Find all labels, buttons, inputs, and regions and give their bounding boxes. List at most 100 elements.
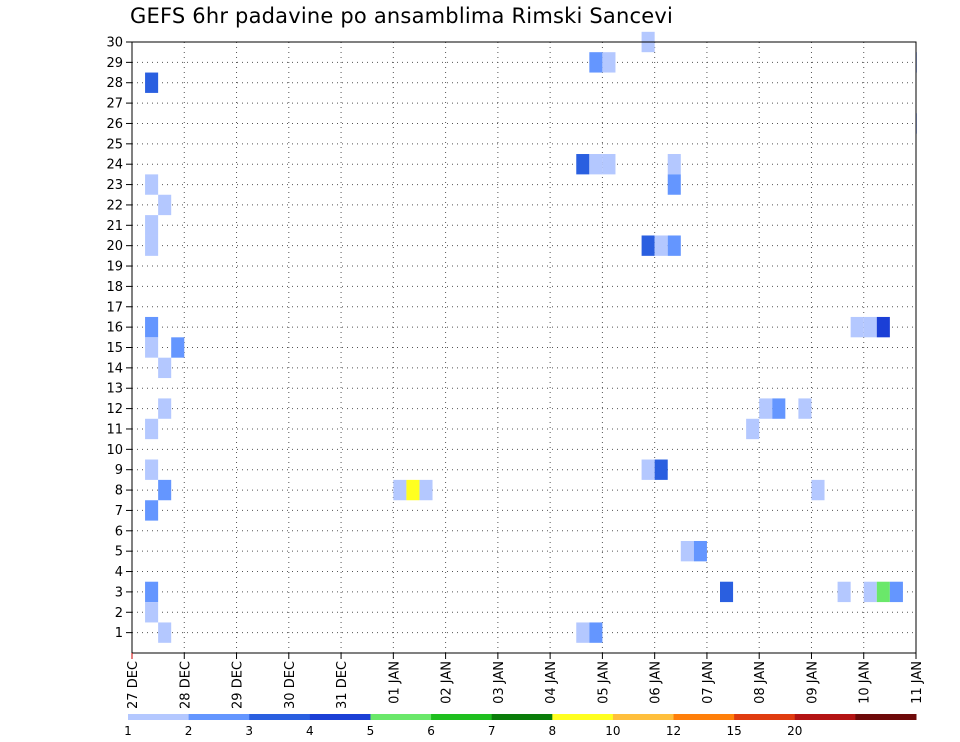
heatmap-cell <box>589 622 603 643</box>
colorbar-label: 2 <box>185 724 193 738</box>
x-tick-label: 03 JAN <box>492 661 507 704</box>
x-tick-label: 02 JAN <box>440 661 455 704</box>
y-tick-label: 19 <box>106 260 123 275</box>
y-tick-label: 22 <box>106 198 123 213</box>
x-tick-label: 09 JAN <box>805 661 820 704</box>
heatmap-cell <box>720 581 734 603</box>
colorbar-swatch <box>491 714 553 720</box>
colorbar-label: 3 <box>245 724 253 738</box>
y-tick-label: 8 <box>115 484 123 499</box>
x-tick-label: 10 JAN <box>858 661 873 704</box>
colorbar-label: 7 <box>488 724 496 738</box>
chart-title: GEFS 6hr padavine po ansamblima Rimski S… <box>130 4 674 28</box>
x-tick-label: 05 JAN <box>596 661 611 704</box>
y-tick-label: 21 <box>106 219 123 234</box>
colorbar-swatch <box>552 714 614 720</box>
heatmap-cell <box>145 337 159 358</box>
heatmap-cell <box>171 337 185 358</box>
y-tick-label: 20 <box>106 239 123 254</box>
heatmap-cell <box>145 500 159 521</box>
y-tick-label: 28 <box>106 76 123 91</box>
y-tick-label: 5 <box>115 545 123 560</box>
heatmap-cell <box>576 622 590 643</box>
heatmap-cell <box>145 581 159 603</box>
y-tick-label: 25 <box>106 137 123 152</box>
colorbar-label: 5 <box>367 724 375 738</box>
y-tick-label: 13 <box>106 382 123 397</box>
colorbar-swatch <box>612 714 675 720</box>
plot-frame <box>131 41 917 654</box>
y-tick-label: 12 <box>106 402 123 417</box>
heatmap-cell <box>576 154 590 175</box>
colorbar-label: 6 <box>427 724 435 738</box>
colorbar-swatch <box>794 714 856 720</box>
heatmap-cell <box>393 479 407 501</box>
heatmap-cell <box>863 316 877 338</box>
heatmap-cell <box>759 398 773 419</box>
x-tick-label: 08 JAN <box>753 661 768 704</box>
heatmap-cell <box>798 398 812 419</box>
colorbar-label: 20 <box>787 724 802 738</box>
heatmap-cell <box>641 235 655 256</box>
colorbar-label: 4 <box>306 724 314 738</box>
heatmap-cell <box>837 581 851 603</box>
y-tick-label: 15 <box>106 341 123 356</box>
colorbar-swatch <box>128 714 190 720</box>
colorbar-swatch <box>370 714 432 720</box>
heatmap-cell <box>145 602 159 623</box>
heatmap-cell <box>145 215 159 236</box>
heatmap-cell <box>158 479 172 501</box>
y-tick-label: 11 <box>106 422 123 437</box>
x-tick-label: 11 JAN <box>910 661 925 704</box>
heatmap-cell <box>863 581 877 603</box>
colorbar-label: 15 <box>727 724 742 738</box>
y-tick-label: 3 <box>115 585 123 600</box>
grid-lines <box>131 41 917 653</box>
x-axis: 27 DEC 28 DEC 29 DEC 30 DEC 31 DEC 01 JAN 02 J… <box>126 653 925 709</box>
y-tick-label: 2 <box>115 606 123 621</box>
y-axis: 1234567891011121314151617181920212223242… <box>106 36 132 641</box>
colorbar-swatch <box>309 714 371 720</box>
x-tick-label: 04 JAN <box>544 661 559 704</box>
heatmap-cell <box>811 479 825 501</box>
y-tick-label: 4 <box>115 565 123 580</box>
colorbar-swatch <box>249 714 311 720</box>
heatmap-cells <box>145 31 917 643</box>
heatmap-cell <box>158 357 172 379</box>
y-tick-label: 1 <box>115 626 123 641</box>
colorbar-swatch <box>855 714 917 720</box>
heatmap-cell <box>667 235 681 256</box>
x-tick-label: 27 DEC <box>126 661 141 709</box>
y-tick-label: 9 <box>115 463 123 478</box>
y-tick-label: 6 <box>115 524 123 539</box>
y-tick-label: 27 <box>106 97 123 112</box>
heatmap-cell <box>667 174 681 195</box>
x-tick-label: 29 DEC <box>231 661 246 709</box>
y-tick-label: 30 <box>106 36 123 51</box>
x-tick-label: 30 DEC <box>283 661 298 709</box>
heatmap-cell <box>602 154 616 175</box>
y-tick-label: 18 <box>106 280 123 295</box>
x-tick-label: 06 JAN <box>649 661 664 704</box>
y-tick-label: 24 <box>106 158 123 173</box>
y-tick-label: 14 <box>106 361 123 376</box>
heatmap-cell <box>145 459 159 480</box>
heatmap-cell <box>589 154 603 175</box>
heatmap-cell <box>589 52 603 73</box>
heatmap-cell <box>876 316 890 338</box>
heatmap-cell <box>641 459 655 480</box>
heatmap-cell <box>406 479 420 501</box>
heatmap-cell <box>693 540 707 562</box>
heatmap-cell <box>680 540 694 562</box>
heatmap-cell <box>850 316 864 338</box>
y-tick-label: 26 <box>106 117 123 132</box>
heatmap-cell <box>158 622 172 643</box>
heatmap-cell <box>145 174 159 195</box>
heatmap-cell <box>158 398 172 419</box>
colorbar-label: 12 <box>666 724 681 738</box>
y-tick-label: 7 <box>115 504 123 519</box>
colorbar-swatch <box>431 714 493 720</box>
x-tick-label: 28 DEC <box>178 661 193 709</box>
heatmap-cell <box>654 235 668 256</box>
